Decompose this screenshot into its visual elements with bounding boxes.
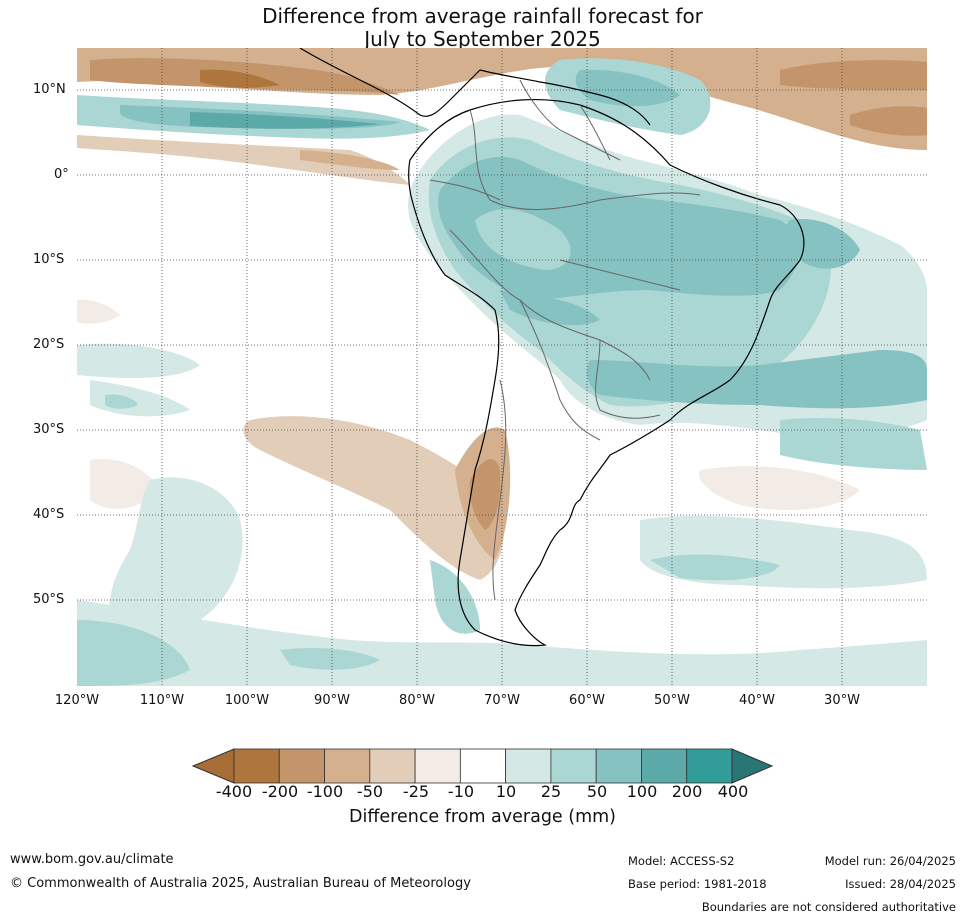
colorbar-label: -25	[402, 782, 430, 801]
colorbar-label: 25	[540, 782, 562, 801]
footer-model: Model: ACCESS-S2	[628, 854, 735, 868]
colorbar-cell	[641, 748, 688, 784]
footer-url[interactable]: www.bom.gov.au/climate	[10, 852, 174, 867]
colorbar-label: 10	[495, 782, 517, 801]
footer-disclaimer: Boundaries are not considered authoritat…	[701, 900, 956, 914]
colorbar-label: -100	[306, 782, 344, 801]
lon-label-40w: 40°W	[739, 693, 775, 708]
central-america-coast	[299, 48, 481, 117]
colorbar-label: -10	[447, 782, 475, 801]
lat-label-0: 0°	[54, 167, 69, 182]
colorbar-cell	[324, 748, 371, 784]
wet-region-south	[109, 477, 243, 644]
colorbar-label: -50	[356, 782, 384, 801]
lat-label-50s: 50°S	[33, 592, 65, 607]
graticule	[77, 48, 927, 686]
lat-label-20s: 20°S	[33, 337, 65, 352]
colorbar	[191, 748, 774, 784]
lon-label-100w: 100°W	[224, 693, 270, 708]
colorbar-cell	[233, 748, 280, 784]
lon-label-30w: 30°W	[824, 693, 860, 708]
colorbar-cell	[369, 748, 416, 784]
lon-label-80w: 80°W	[399, 693, 435, 708]
lon-label-110w: 110°W	[139, 693, 185, 708]
south-america-coast	[408, 98, 805, 647]
colorbar-label: -200	[261, 782, 299, 801]
anomaly-fields	[77, 48, 927, 686]
lat-label-10s: 10°S	[33, 252, 65, 267]
colorbar-cell	[595, 748, 642, 784]
coastlines	[299, 48, 805, 647]
lat-label-40s: 40°S	[33, 507, 65, 522]
lon-label-70w: 70°W	[484, 693, 520, 708]
lon-label-50w: 50°W	[654, 693, 690, 708]
lon-label-120w: 120°W	[54, 693, 100, 708]
dry-region-chile	[243, 416, 504, 580]
colorbar-title: Difference from average (mm)	[348, 807, 617, 827]
colorbar-label: 400	[717, 782, 749, 801]
colorbar-cell	[459, 748, 507, 784]
colorbar-cell	[414, 748, 461, 784]
colorbar-label: 200	[671, 782, 703, 801]
footer-model-run: Model run: 26/04/2025	[824, 854, 956, 868]
colorbar-cell	[505, 748, 552, 784]
footer-issued: Issued: 28/04/2025	[845, 877, 956, 891]
footer-base-period: Base period: 1981-2018	[628, 877, 767, 891]
footer-copyright: © Commonwealth of Australia 2025, Austra…	[10, 876, 471, 891]
lat-label-30s: 30°S	[33, 422, 65, 437]
colorbar-cell	[686, 748, 733, 784]
colorbar-left-arrow	[191, 748, 235, 784]
colorbar-cell	[278, 748, 325, 784]
lat-label-10n: 10°N	[33, 82, 66, 97]
colorbar-label: -400	[215, 782, 253, 801]
map-title-line2: July to September 2025	[364, 27, 601, 51]
country-borders	[429, 79, 701, 601]
caribbean-coast	[479, 69, 651, 126]
lon-label-90w: 90°W	[314, 693, 350, 708]
lon-label-60w: 60°W	[569, 693, 605, 708]
colorbar-right-arrow	[731, 748, 774, 784]
colorbar-label: 50	[586, 782, 608, 801]
map-title-line1: Difference from average rainfall forecas…	[262, 4, 703, 28]
colorbar-cell	[550, 748, 597, 784]
colorbar-label: 100	[626, 782, 658, 801]
